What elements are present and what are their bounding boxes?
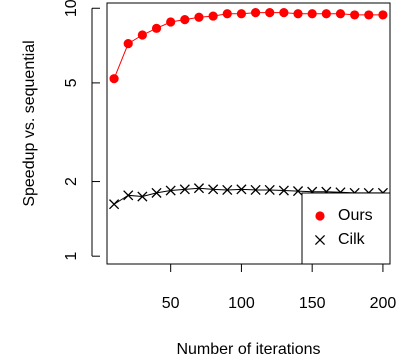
data-point (250, 8, 261, 18)
data-point (293, 9, 303, 19)
data-point (292, 186, 304, 197)
legend-label-cilk: Cilk (338, 231, 366, 248)
data-point (264, 184, 275, 196)
data-point (350, 10, 360, 20)
data-point (307, 9, 317, 19)
x-tick-label: 200 (370, 295, 397, 312)
data-point (321, 9, 331, 19)
legend-marker-cilk (314, 234, 326, 246)
data-point (151, 23, 162, 33)
data-point (137, 30, 147, 40)
series-layer (109, 8, 388, 210)
data-point (123, 190, 134, 201)
y-tick-label: 2 (63, 177, 80, 186)
data-point (208, 11, 218, 21)
legend: Ours Cilk (301, 192, 391, 265)
data-point (165, 185, 176, 196)
data-point (250, 184, 261, 196)
series-ours (109, 8, 388, 84)
y-tick-label: 5 (63, 78, 80, 87)
data-point (222, 184, 233, 196)
data-point (208, 184, 219, 195)
x-axis: 50 100 150 200 (162, 263, 397, 312)
y-tick-label: 1 (63, 252, 80, 261)
data-point (236, 9, 247, 19)
y-tick-label: 10 (63, 0, 80, 17)
data-point (180, 14, 190, 25)
data-point (166, 17, 176, 27)
legend-label-ours: Ours (338, 207, 373, 224)
x-tick-label: 150 (299, 295, 326, 312)
data-point (278, 185, 289, 196)
data-point (193, 183, 205, 194)
y-axis-label: Speedup vs. sequential (21, 40, 38, 206)
data-point (222, 9, 232, 19)
data-point (137, 191, 148, 202)
data-point (109, 74, 119, 84)
data-point (123, 39, 133, 49)
data-point (194, 12, 204, 22)
data-point (364, 10, 374, 20)
data-point (109, 199, 120, 210)
x-axis-label: Number of iterations (176, 341, 320, 358)
data-point (179, 184, 190, 195)
x-tick-label: 50 (162, 295, 180, 312)
y-axis: 1 2 5 10 (63, 0, 100, 261)
x-tick-label: 100 (228, 295, 255, 312)
data-point (151, 187, 162, 198)
data-point (265, 8, 275, 18)
legend-marker-ours (315, 211, 325, 221)
data-point (236, 184, 247, 195)
data-point (279, 8, 289, 18)
legend-box (301, 192, 391, 265)
series-line-cilk (113, 187, 383, 205)
data-point (335, 9, 346, 19)
data-point (378, 10, 388, 20)
series-line-ours (113, 12, 383, 79)
